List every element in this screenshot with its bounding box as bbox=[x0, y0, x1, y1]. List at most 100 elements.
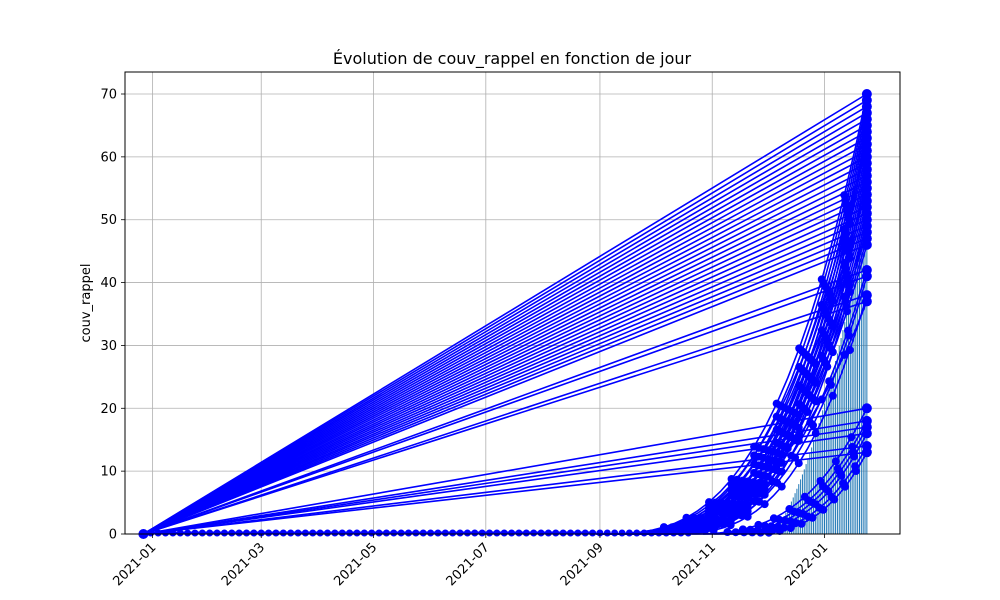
series-line bbox=[143, 294, 868, 535]
series-line bbox=[143, 124, 868, 535]
y-tick-label: 70 bbox=[100, 88, 117, 103]
y-tick-label: 60 bbox=[100, 150, 117, 165]
y-axis-label: couv_rappel bbox=[79, 264, 94, 343]
baseline-marker bbox=[611, 529, 619, 537]
series-line bbox=[143, 137, 868, 535]
series-line bbox=[143, 432, 867, 535]
series-marker bbox=[797, 519, 806, 528]
series-line bbox=[143, 118, 868, 535]
series-line bbox=[143, 225, 868, 535]
series-line bbox=[143, 300, 868, 535]
series-line bbox=[143, 187, 868, 535]
series-line bbox=[143, 181, 868, 535]
series-line bbox=[143, 156, 868, 535]
baseline-marker bbox=[670, 529, 678, 537]
series-marker bbox=[682, 521, 691, 530]
baseline-marker bbox=[684, 529, 692, 537]
y-tick-label: 40 bbox=[100, 276, 117, 291]
series-marker bbox=[808, 513, 817, 522]
series-marker bbox=[726, 521, 735, 530]
series-line bbox=[142, 99, 868, 535]
plot-frame bbox=[124, 71, 901, 535]
series-marker bbox=[831, 457, 840, 466]
series-marker bbox=[817, 395, 826, 404]
series-end-marker bbox=[861, 239, 872, 250]
series-marker bbox=[837, 471, 846, 480]
series-marker bbox=[803, 408, 812, 417]
y-tick-label: 30 bbox=[100, 339, 117, 354]
series-line bbox=[143, 237, 868, 535]
series-line bbox=[143, 212, 868, 535]
series-line bbox=[143, 206, 868, 535]
series-line bbox=[143, 174, 868, 535]
series-line bbox=[143, 445, 867, 535]
series-marker bbox=[743, 512, 752, 521]
series-line bbox=[143, 451, 867, 535]
baseline-marker bbox=[640, 529, 648, 537]
y-tick-label: 0 bbox=[109, 528, 117, 543]
baseline-marker bbox=[662, 529, 670, 537]
series-line bbox=[143, 131, 868, 535]
series-marker bbox=[823, 362, 832, 371]
baseline-marker bbox=[633, 529, 641, 537]
series-line bbox=[143, 426, 867, 535]
series-layer bbox=[138, 89, 872, 539]
series-line bbox=[143, 231, 868, 535]
series-line bbox=[143, 168, 868, 535]
series-marker bbox=[828, 391, 837, 400]
series-marker bbox=[730, 510, 739, 519]
series-marker bbox=[764, 528, 773, 537]
series-line bbox=[143, 218, 868, 535]
series-line bbox=[143, 143, 868, 535]
series-line bbox=[142, 93, 868, 535]
baseline-marker bbox=[655, 529, 663, 537]
series-marker bbox=[750, 483, 759, 492]
series-marker bbox=[844, 331, 853, 340]
baseline-marker bbox=[647, 529, 655, 537]
series-marker bbox=[811, 429, 820, 438]
series-marker bbox=[717, 508, 726, 517]
series-marker bbox=[809, 421, 818, 430]
series-line bbox=[143, 420, 867, 535]
series-marker bbox=[795, 431, 804, 440]
series-marker bbox=[851, 467, 860, 476]
y-axis: 0 10 20 30 40 50 60 70 bbox=[100, 88, 125, 543]
series-line bbox=[143, 407, 868, 535]
series-line bbox=[143, 112, 868, 535]
series-end-marker bbox=[861, 447, 872, 458]
baseline-marker bbox=[603, 529, 611, 537]
series-marker bbox=[777, 482, 786, 491]
y-tick-label: 10 bbox=[100, 465, 117, 480]
series-marker bbox=[724, 509, 733, 518]
baseline-marker bbox=[596, 529, 604, 537]
series-marker bbox=[843, 307, 852, 316]
series-line bbox=[143, 105, 868, 535]
series-line bbox=[143, 162, 868, 535]
baseline-marker bbox=[625, 529, 633, 537]
series-marker bbox=[830, 495, 839, 504]
series-line bbox=[143, 244, 868, 535]
series-marker bbox=[783, 444, 792, 453]
series-marker bbox=[760, 500, 769, 509]
series-line bbox=[143, 193, 868, 535]
series-marker bbox=[709, 526, 718, 535]
series-end-marker bbox=[861, 403, 872, 414]
series-line bbox=[143, 275, 868, 535]
series-line bbox=[143, 200, 868, 535]
baseline-marker bbox=[618, 529, 626, 537]
series-marker bbox=[727, 500, 736, 509]
series-marker bbox=[705, 513, 714, 522]
series-line bbox=[143, 149, 868, 535]
baseline-marker bbox=[677, 529, 685, 537]
series-marker bbox=[847, 433, 856, 442]
series-marker bbox=[841, 482, 850, 491]
series-marker bbox=[786, 524, 795, 533]
series-end-marker bbox=[861, 296, 872, 307]
series-marker bbox=[840, 350, 849, 359]
series-end-marker bbox=[861, 271, 872, 282]
y-tick-label: 20 bbox=[100, 402, 117, 417]
series-line bbox=[143, 269, 868, 535]
y-tick-label: 50 bbox=[100, 213, 117, 228]
chart-title: Évolution de couv_rappel en fonction de … bbox=[333, 49, 692, 69]
